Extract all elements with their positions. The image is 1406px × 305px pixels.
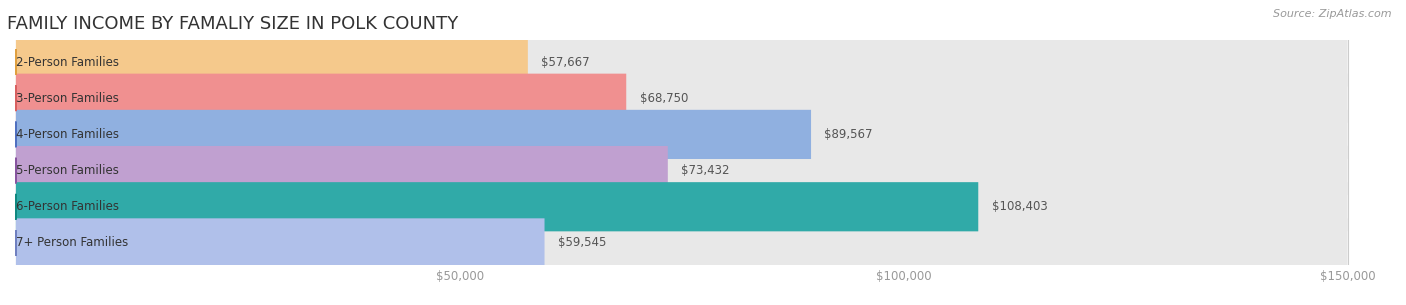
Text: FAMILY INCOME BY FAMALIY SIZE IN POLK COUNTY: FAMILY INCOME BY FAMALIY SIZE IN POLK CO… <box>7 15 458 33</box>
FancyBboxPatch shape <box>15 74 626 123</box>
Text: $57,667: $57,667 <box>541 56 589 69</box>
FancyBboxPatch shape <box>15 146 1347 195</box>
Text: 3-Person Families: 3-Person Families <box>15 92 118 105</box>
FancyBboxPatch shape <box>15 146 668 195</box>
FancyBboxPatch shape <box>15 110 1347 159</box>
Text: Source: ZipAtlas.com: Source: ZipAtlas.com <box>1274 9 1392 19</box>
Text: $108,403: $108,403 <box>991 200 1047 213</box>
FancyBboxPatch shape <box>15 218 544 267</box>
Text: $73,432: $73,432 <box>681 164 730 177</box>
Text: 5-Person Families: 5-Person Families <box>15 164 118 177</box>
Text: $68,750: $68,750 <box>640 92 688 105</box>
Text: 6-Person Families: 6-Person Families <box>15 200 120 213</box>
Text: 7+ Person Families: 7+ Person Families <box>15 236 128 249</box>
FancyBboxPatch shape <box>15 38 527 87</box>
FancyBboxPatch shape <box>15 218 1347 267</box>
FancyBboxPatch shape <box>15 38 1347 87</box>
Text: $89,567: $89,567 <box>824 128 873 141</box>
Text: $59,545: $59,545 <box>558 236 606 249</box>
FancyBboxPatch shape <box>15 110 811 159</box>
FancyBboxPatch shape <box>15 182 1347 231</box>
Text: 4-Person Families: 4-Person Families <box>15 128 120 141</box>
FancyBboxPatch shape <box>15 74 1347 123</box>
Text: 2-Person Families: 2-Person Families <box>15 56 120 69</box>
FancyBboxPatch shape <box>15 182 979 231</box>
